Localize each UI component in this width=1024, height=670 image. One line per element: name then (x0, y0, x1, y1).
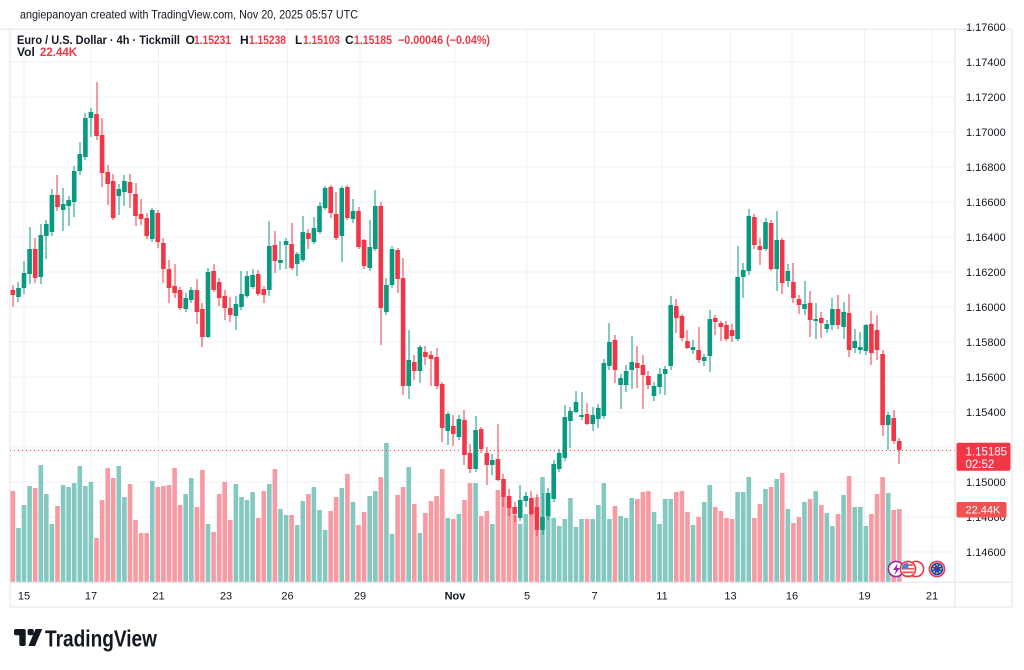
svg-text:−0.00046 (−0.04%): −0.00046 (−0.04%) (398, 33, 490, 47)
svg-text:26: 26 (281, 591, 293, 603)
svg-text:16: 16 (786, 591, 798, 603)
svg-text:O: O (186, 33, 195, 47)
svg-text:1.15185: 1.15185 (966, 446, 1008, 458)
svg-text:1.15400: 1.15400 (966, 407, 1006, 419)
svg-text:21: 21 (152, 591, 164, 603)
svg-text:11: 11 (656, 591, 667, 603)
svg-text:1.17600: 1.17600 (966, 22, 1006, 34)
svg-text:7: 7 (591, 591, 597, 603)
svg-text:1.15231: 1.15231 (194, 33, 231, 47)
svg-text:1.16400: 1.16400 (966, 232, 1006, 244)
svg-text:1.15103: 1.15103 (303, 33, 340, 47)
svg-text:1.16600: 1.16600 (966, 197, 1006, 209)
svg-text:5: 5 (524, 591, 530, 603)
svg-text:1.16200: 1.16200 (966, 267, 1006, 279)
svg-text:1.15185: 1.15185 (354, 33, 392, 47)
svg-text:1.16800: 1.16800 (966, 162, 1006, 174)
svg-text:22.44K: 22.44K (40, 45, 77, 59)
svg-text:1.15238: 1.15238 (249, 33, 286, 47)
svg-text:23: 23 (220, 591, 232, 603)
svg-text:1.15600: 1.15600 (966, 372, 1006, 384)
svg-text:21: 21 (926, 591, 938, 603)
svg-text:17: 17 (85, 591, 97, 603)
svg-text:1.17400: 1.17400 (966, 57, 1006, 69)
svg-text:1.17200: 1.17200 (966, 92, 1006, 104)
svg-text:Nov: Nov (445, 591, 467, 603)
svg-text:TradingView: TradingView (45, 626, 157, 652)
svg-text:02:52: 02:52 (966, 459, 995, 471)
svg-text:1.17000: 1.17000 (966, 127, 1006, 139)
svg-text:13: 13 (724, 591, 736, 603)
svg-text:Euro / U.S. Dollar · 4h · Tick: Euro / U.S. Dollar · 4h · Tickmill (17, 33, 180, 47)
svg-text:C: C (345, 33, 354, 47)
svg-text:1.14600: 1.14600 (966, 547, 1006, 559)
svg-text:H: H (240, 33, 249, 47)
svg-text:22.44K: 22.44K (966, 505, 1002, 517)
svg-text:1.15000: 1.15000 (966, 477, 1006, 489)
svg-text:1.15800: 1.15800 (966, 337, 1006, 349)
svg-text:29: 29 (354, 591, 366, 603)
svg-text:Vol: Vol (17, 45, 35, 59)
svg-text:15: 15 (18, 591, 30, 603)
svg-text:angiepanoyan created with Trad: angiepanoyan created with TradingView.co… (20, 7, 358, 21)
svg-text:L: L (295, 33, 302, 47)
svg-text:19: 19 (858, 591, 870, 603)
svg-text:1.16000: 1.16000 (966, 302, 1006, 314)
